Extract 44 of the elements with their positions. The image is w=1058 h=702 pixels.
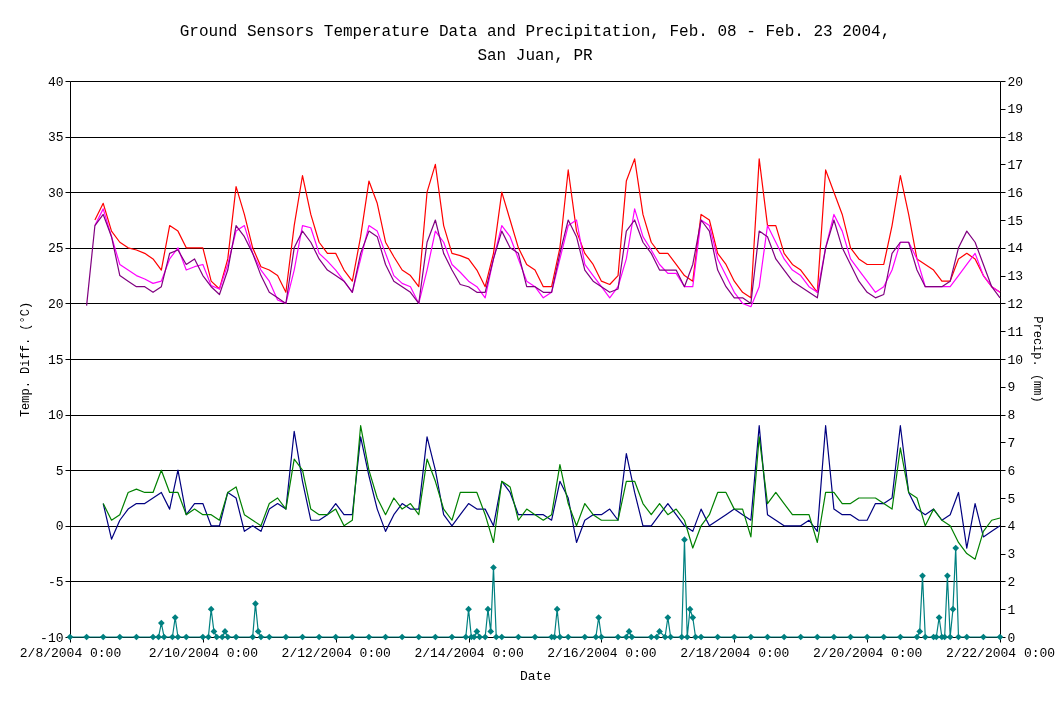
y2-tick-label: 13: [1007, 269, 1024, 285]
y2-tick-label: 5: [1007, 491, 1016, 507]
y-tick-label: 25: [47, 241, 64, 257]
y2-tick-label: 2: [1007, 574, 1016, 590]
y-tick-label: -10: [40, 630, 64, 646]
y-tick-label: 20: [47, 296, 64, 312]
y2-tick-label: 8: [1007, 408, 1016, 424]
x-axis-title: Date: [519, 668, 552, 684]
x-tick-label: 2/8/2004 0:00: [19, 645, 122, 661]
x-tick-label: 2/14/2004 0:00: [414, 645, 524, 661]
x-tick-label: 2/18/2004 0:00: [680, 645, 790, 661]
y2-tick-label: 3: [1007, 547, 1016, 563]
y2-tick-label: 0: [1007, 630, 1016, 646]
y-tick-label: 10: [47, 408, 64, 424]
y2-tick-label: 12: [1007, 296, 1024, 312]
x-tick-label: 2/20/2004 0:00: [813, 645, 923, 661]
y2-tick-label: 4: [1007, 519, 1016, 535]
y2-axis-title: Precip. (mm): [1030, 316, 1045, 403]
y2-tick-label: 14: [1007, 241, 1024, 257]
y2-tick-label: 17: [1007, 157, 1024, 173]
x-tick-label: 2/12/2004 0:00: [281, 645, 391, 661]
y-tick-label: 15: [47, 352, 64, 368]
y2-tick-label: 15: [1007, 213, 1024, 229]
y2-tick-label: 10: [1007, 352, 1024, 368]
y-tick-label: 30: [47, 185, 64, 201]
y2-tick-label: 1: [1007, 602, 1016, 618]
y2-tick-label: 9: [1007, 380, 1016, 396]
y-tick-label: -5: [47, 574, 64, 590]
y2-tick-label: 18: [1007, 130, 1024, 146]
y-tick-label: 35: [47, 130, 64, 146]
y-tick-label: 0: [55, 519, 64, 535]
y2-tick-label: 6: [1007, 463, 1016, 479]
y-tick-label: 40: [47, 74, 64, 90]
y-tick-label: 5: [55, 463, 64, 479]
x-tick-label: 2/16/2004 0:00: [547, 645, 657, 661]
y2-tick-label: 19: [1007, 102, 1024, 118]
y2-tick-label: 7: [1007, 435, 1016, 451]
y2-tick-label: 16: [1007, 185, 1024, 201]
y2-tick-label: 11: [1007, 324, 1024, 340]
y-axis-title: Temp. Diff. (°C): [19, 301, 34, 418]
y2-tick-label: 20: [1007, 74, 1024, 90]
chart-title: Ground Sensors Temperature Data and Precipitation, Feb. 08 - Feb. 23 2004, San Juan, PR: [179, 23, 891, 65]
x-tick-label: 2/10/2004 0:00: [148, 645, 258, 661]
x-tick-label: 2/22/2004 0:00: [945, 645, 1056, 661]
